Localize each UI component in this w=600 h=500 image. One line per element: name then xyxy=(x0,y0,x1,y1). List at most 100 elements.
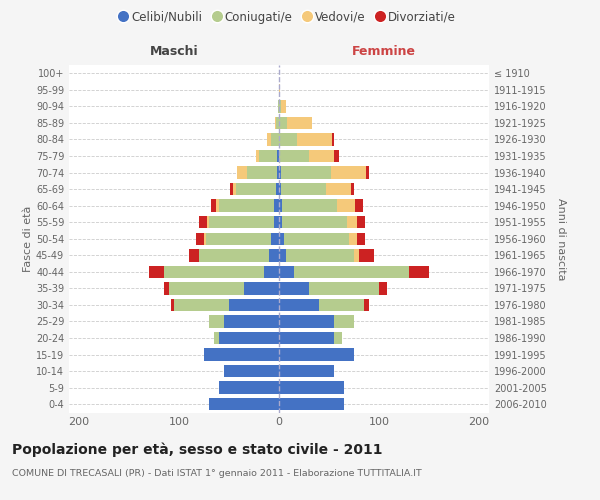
Bar xyxy=(274,200,279,212)
Bar xyxy=(364,298,369,311)
Bar xyxy=(334,316,354,328)
Bar xyxy=(233,183,236,196)
Bar xyxy=(279,166,281,179)
Bar xyxy=(349,232,357,245)
Bar xyxy=(294,266,409,278)
Bar xyxy=(219,200,274,212)
Bar xyxy=(271,134,279,145)
Bar xyxy=(281,183,326,196)
Text: Popolazione per età, sesso e stato civile - 2011: Popolazione per età, sesso e stato civil… xyxy=(12,442,383,457)
Bar xyxy=(209,398,279,410)
Bar xyxy=(287,116,312,129)
Bar xyxy=(275,116,276,129)
Bar xyxy=(334,150,339,162)
Bar xyxy=(174,298,229,311)
Bar xyxy=(207,216,209,228)
Bar xyxy=(286,249,354,262)
Bar xyxy=(199,216,207,228)
Bar xyxy=(281,100,286,112)
Bar xyxy=(359,249,374,262)
Bar xyxy=(309,282,379,294)
Bar xyxy=(244,282,279,294)
Bar xyxy=(282,216,347,228)
Bar xyxy=(334,332,342,344)
Bar xyxy=(347,216,357,228)
Bar xyxy=(259,150,277,162)
Bar xyxy=(189,249,199,262)
Bar xyxy=(309,150,334,162)
Bar xyxy=(271,232,279,245)
Bar xyxy=(337,200,355,212)
Bar xyxy=(171,298,174,311)
Bar xyxy=(196,232,204,245)
Bar xyxy=(164,266,264,278)
Bar xyxy=(326,183,351,196)
Bar xyxy=(351,183,354,196)
Bar xyxy=(355,200,363,212)
Bar xyxy=(199,249,269,262)
Text: Maschi: Maschi xyxy=(149,45,199,58)
Bar xyxy=(279,332,334,344)
Bar xyxy=(216,200,219,212)
Bar xyxy=(204,232,206,245)
Bar xyxy=(281,166,331,179)
Bar xyxy=(357,232,365,245)
Bar xyxy=(354,249,359,262)
Bar xyxy=(206,232,271,245)
Bar xyxy=(279,382,344,394)
Bar xyxy=(277,150,279,162)
Bar xyxy=(211,200,216,212)
Legend: Celibi/Nubili, Coniugati/e, Vedovi/e, Divorziati/e: Celibi/Nubili, Coniugati/e, Vedovi/e, Di… xyxy=(116,6,460,28)
Bar xyxy=(279,100,281,112)
Bar xyxy=(284,232,349,245)
Bar xyxy=(209,316,224,328)
Y-axis label: Anni di nascita: Anni di nascita xyxy=(556,198,566,280)
Bar xyxy=(279,282,309,294)
Bar xyxy=(219,332,279,344)
Bar xyxy=(276,116,279,129)
Bar xyxy=(379,282,387,294)
Bar xyxy=(279,249,286,262)
Bar xyxy=(279,298,319,311)
Bar xyxy=(204,348,279,361)
Bar xyxy=(366,166,369,179)
Bar xyxy=(282,200,337,212)
Bar xyxy=(319,298,364,311)
Bar xyxy=(409,266,429,278)
Bar xyxy=(274,216,279,228)
Bar xyxy=(279,348,354,361)
Bar xyxy=(149,266,164,278)
Bar xyxy=(214,332,219,344)
Bar xyxy=(279,316,334,328)
Bar xyxy=(237,166,247,179)
Bar xyxy=(357,216,365,228)
Bar xyxy=(269,249,279,262)
Bar xyxy=(164,282,169,294)
Bar xyxy=(279,84,280,96)
Bar xyxy=(209,216,274,228)
Bar xyxy=(224,316,279,328)
Bar xyxy=(331,166,366,179)
Bar xyxy=(230,183,233,196)
Bar xyxy=(236,183,276,196)
Bar xyxy=(279,134,297,145)
Bar xyxy=(264,266,279,278)
Text: COMUNE DI TRECASALI (PR) - Dati ISTAT 1° gennaio 2011 - Elaborazione TUTTITALIA.: COMUNE DI TRECASALI (PR) - Dati ISTAT 1°… xyxy=(12,469,422,478)
Bar xyxy=(247,166,277,179)
Bar xyxy=(277,166,279,179)
Bar xyxy=(279,232,284,245)
Bar xyxy=(332,134,334,145)
Bar xyxy=(224,365,279,378)
Bar xyxy=(229,298,279,311)
Bar xyxy=(219,382,279,394)
Bar xyxy=(276,183,279,196)
Bar xyxy=(256,150,259,162)
Bar xyxy=(279,183,281,196)
Bar xyxy=(279,266,294,278)
Bar xyxy=(297,134,332,145)
Bar xyxy=(169,282,244,294)
Bar xyxy=(279,150,309,162)
Bar xyxy=(279,200,282,212)
Bar xyxy=(279,398,344,410)
Bar xyxy=(279,116,287,129)
